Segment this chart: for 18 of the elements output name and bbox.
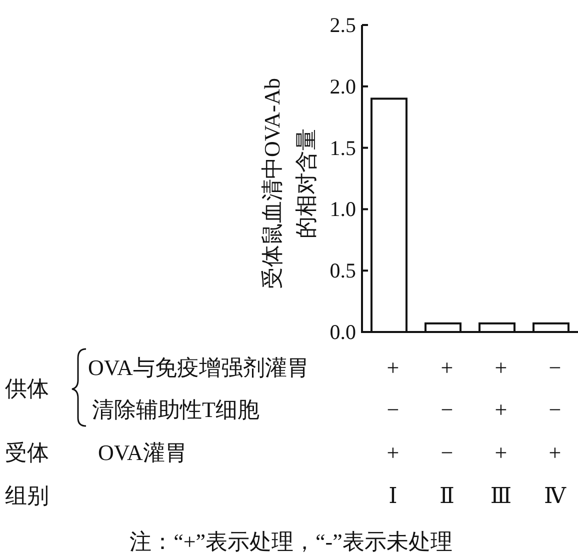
text: 注：“+”表示处理，“-”表示未处理 <box>130 529 452 554</box>
x-tick-label: + + + Ⅲ <box>490 355 512 508</box>
y-tick-label: 0.5 <box>330 258 356 283</box>
y-tick-label: 1.5 <box>330 136 356 160</box>
x-tick-label: − − + Ⅳ <box>544 355 568 508</box>
y-tick-label: 2.0 <box>330 74 356 98</box>
text: 受体 <box>5 440 49 465</box>
text: 清除辅助性T细胞 <box>92 397 260 422</box>
text: OVA灌胃 <box>98 440 187 465</box>
x-tick-label: + − − Ⅱ <box>440 355 454 508</box>
y-axis-title: 受体鼠血清中OVA-Ab 的相对含量 <box>260 78 318 290</box>
text: 组别 <box>5 483 49 508</box>
text: OVA与免疫增强剂灌胃 <box>88 355 309 380</box>
text: 供体 <box>5 376 49 401</box>
y-tick-label: 1.0 <box>330 197 356 222</box>
y-tick-label: 2.5 <box>330 13 356 37</box>
x-tick-label: + − + Ⅰ <box>386 355 400 508</box>
y-tick-label: 0.0 <box>330 320 356 344</box>
